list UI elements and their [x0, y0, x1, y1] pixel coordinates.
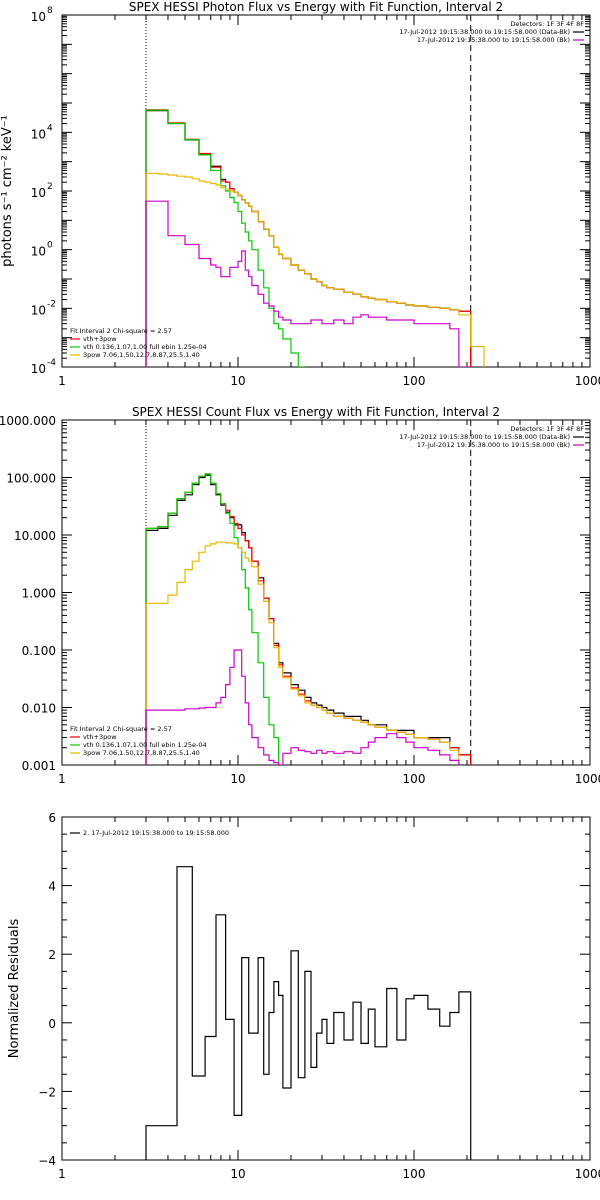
series-group [145, 473, 472, 765]
y-tick-label: 10 [31, 127, 46, 141]
y-tick-label: 6 [48, 811, 56, 825]
x-tick-label: 1000 [575, 374, 600, 388]
y-tick-label: 0.010 [22, 702, 56, 716]
y-tick-label: 0.001 [22, 759, 56, 773]
series-group [145, 866, 472, 1160]
x-tick-label: 1 [58, 1167, 66, 1181]
chart-panel-3: 1 10 100 1000 −4 −2 0 2 4 6 Normalized Residuals 2.… [7, 811, 600, 1181]
x-tick-label: 1000 [575, 1167, 600, 1181]
y-tick-label: 10.000 [14, 529, 56, 543]
legend-heading: Fit Interval 2 Chi-square = 2.57 [70, 327, 172, 335]
y-tick-label: 4 [48, 880, 56, 894]
y-tick-label: 0 [48, 1017, 56, 1031]
plot-frame [61, 14, 591, 368]
y-tick-label: 10 [31, 186, 46, 200]
legend-heading: Detectors: 1F 3F 4F 8F [510, 20, 584, 28]
chart-panel-2: SPEX HESSI Count Flux vs Energy with Fit… [0, 405, 600, 786]
legend-heading: Detectors: 1F 3F 4F 8F [510, 425, 584, 433]
y-tick-exponent: 2 [47, 182, 53, 192]
y-tick-label: 0.100 [22, 644, 56, 658]
y-tick-exponent: 4 [47, 123, 53, 133]
chart-panel-1: SPEX HESSI Photon Flux vs Energy with Fi… [0, 0, 600, 388]
y-tick-exponent: -2 [47, 299, 56, 309]
legend-heading: Fit Interval 2 Chi-square = 2.57 [70, 725, 172, 733]
chart-title: SPEX HESSI Count Flux vs Energy with Fit… [132, 405, 500, 419]
plot-frame [61, 816, 591, 1161]
x-tick-label: 10 [230, 772, 245, 786]
y-tick-exponent: -4 [47, 358, 56, 368]
legend-entry: vth+3pow [83, 335, 117, 343]
y-axis-label: Normalized Residuals [7, 919, 22, 1059]
legend-entry: vth+3pow [83, 733, 117, 741]
series-bk [145, 200, 472, 367]
series-group [145, 109, 485, 367]
y-axis-label: photons s⁻¹ cm⁻² keV⁻¹ [0, 115, 15, 267]
chart-title: SPEX HESSI Photon Flux vs Energy with Fi… [129, 0, 503, 14]
series-residuals [145, 866, 472, 1160]
y-tick-label: 10 [31, 362, 46, 376]
x-tick-label: 100 [403, 374, 426, 388]
x-tick-label: 1 [58, 374, 66, 388]
legend-entry: vth 0.136,1.07,1.00 full ebin 1.25e-04 [83, 741, 207, 749]
y-tick-label: 10 [31, 245, 46, 259]
y-tick-label: 10 [31, 10, 46, 24]
series-vth [145, 473, 284, 765]
x-tick-label: 10 [230, 374, 245, 388]
legend-entry: 3pow 7.06,1.50,12.7,8.87,25.5,1.40 [83, 351, 200, 359]
plot-frame [61, 419, 591, 766]
x-tick-label: 1 [58, 772, 66, 786]
legend-entry: 17-Jul-2012 19:15:38.000 to 19:15:58.000… [417, 36, 570, 44]
legend_bottomleft: Fit Interval 2 Chi-square = 2.57vth+3pow… [70, 327, 207, 359]
x-tick-label: 100 [403, 772, 426, 786]
x-tick-label: 100 [403, 1167, 426, 1181]
y-tick-label: 1.000 [22, 587, 56, 601]
legend-entry: 17-Jul-2012 19:15:38.000 to 19:15:58.000… [399, 433, 570, 441]
series-vth+3pow [145, 473, 472, 765]
series-3pow [145, 172, 485, 367]
legend-entry: 2. 17-Jul-2012 19:15:38.000 to 19:15:58.… [83, 829, 229, 837]
series-data-bk [145, 474, 472, 765]
series-bk [145, 649, 460, 765]
y-tick-label: −2 [38, 1085, 56, 1099]
x-tick-label: 10 [230, 1167, 245, 1181]
legend_bottomleft: Fit Interval 2 Chi-square = 2.57vth+3pow… [70, 725, 207, 757]
legend-entry: 3pow 7.06,1.50,12.7,8.87,25.5,1.40 [83, 749, 200, 757]
y-tick-label: −4 [38, 1154, 56, 1168]
series-3pow [145, 541, 460, 765]
y-tick-label: 10 [31, 303, 46, 317]
x-tick-label: 1000 [575, 772, 600, 786]
legend-entry: 17-Jul-2012 19:15:38.000 to 19:15:58.000… [399, 28, 570, 36]
series-vth [145, 109, 306, 367]
y-tick-label: 1000.000 [0, 414, 56, 428]
legend-entry: vth 0.136,1.07,1.00 full ebin 1.25e-04 [83, 343, 207, 351]
legend-entry: 17-Jul-2012 19:15:38.000 to 19:15:58.000… [417, 441, 570, 449]
y-tick-label: 100.000 [6, 472, 56, 486]
y-tick-exponent: 8 [47, 6, 53, 16]
legend_topleft: 2. 17-Jul-2012 19:15:38.000 to 19:15:58.… [70, 829, 229, 837]
y-tick-exponent: 0 [47, 241, 53, 251]
y-tick-label: 2 [48, 948, 56, 962]
